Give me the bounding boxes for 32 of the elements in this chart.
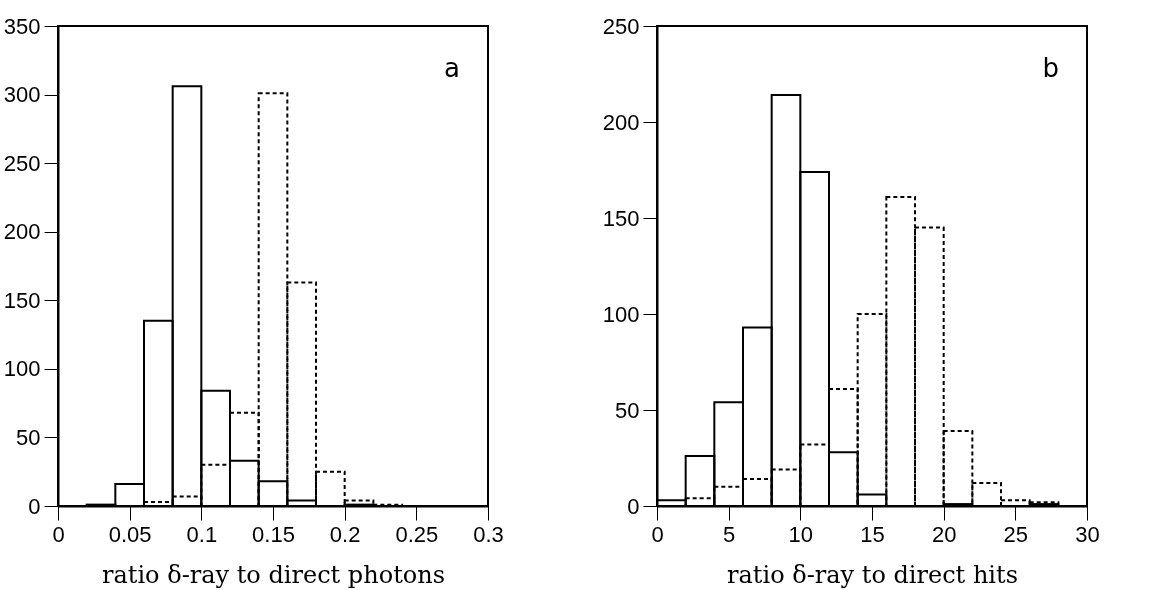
y-tick-label: 300 <box>3 82 41 108</box>
x-tick-label: 0.05 <box>108 521 152 547</box>
y-tick-label: 0 <box>627 493 640 519</box>
x-tick-label: 5 <box>723 521 736 547</box>
x-axis-title: ratio δ-ray to direct photons <box>102 560 445 589</box>
y-tick-label: 100 <box>3 356 41 382</box>
y-tick-label: 50 <box>615 397 640 423</box>
y-tick-label: 150 <box>602 205 640 231</box>
x-tick-label: 20 <box>931 521 957 547</box>
y-tick-label: 200 <box>3 219 41 245</box>
x-tick-label: 25 <box>1003 521 1029 547</box>
x-tick-label: 10 <box>788 521 814 547</box>
x-tick-label: 0 <box>651 521 664 547</box>
x-tick-label: 0.25 <box>395 521 439 547</box>
x-tick-label: 0.3 <box>473 521 504 547</box>
y-tick-label: 50 <box>16 424 41 450</box>
x-tick-label: 0 <box>52 521 65 547</box>
y-tick-label: 200 <box>602 109 640 135</box>
y-tick-label: 250 <box>3 150 41 176</box>
x-tick-label: 30 <box>1075 521 1100 547</box>
annotation: b <box>1042 53 1059 83</box>
y-tick-label: 150 <box>3 287 41 313</box>
x-tick-label: 15 <box>860 521 885 547</box>
y-tick-label: 250 <box>602 13 640 39</box>
x-axis-title: ratio δ-ray to direct hits <box>727 560 1018 589</box>
annotation: a <box>444 53 460 83</box>
y-tick-label: 0 <box>28 493 41 519</box>
x-tick-label: 0.15 <box>252 521 295 547</box>
y-tick-label: 100 <box>602 301 640 327</box>
x-tick-label: 0.2 <box>329 521 361 547</box>
x-tick-label: 0.1 <box>186 521 218 547</box>
y-tick-label: 350 <box>3 13 41 39</box>
